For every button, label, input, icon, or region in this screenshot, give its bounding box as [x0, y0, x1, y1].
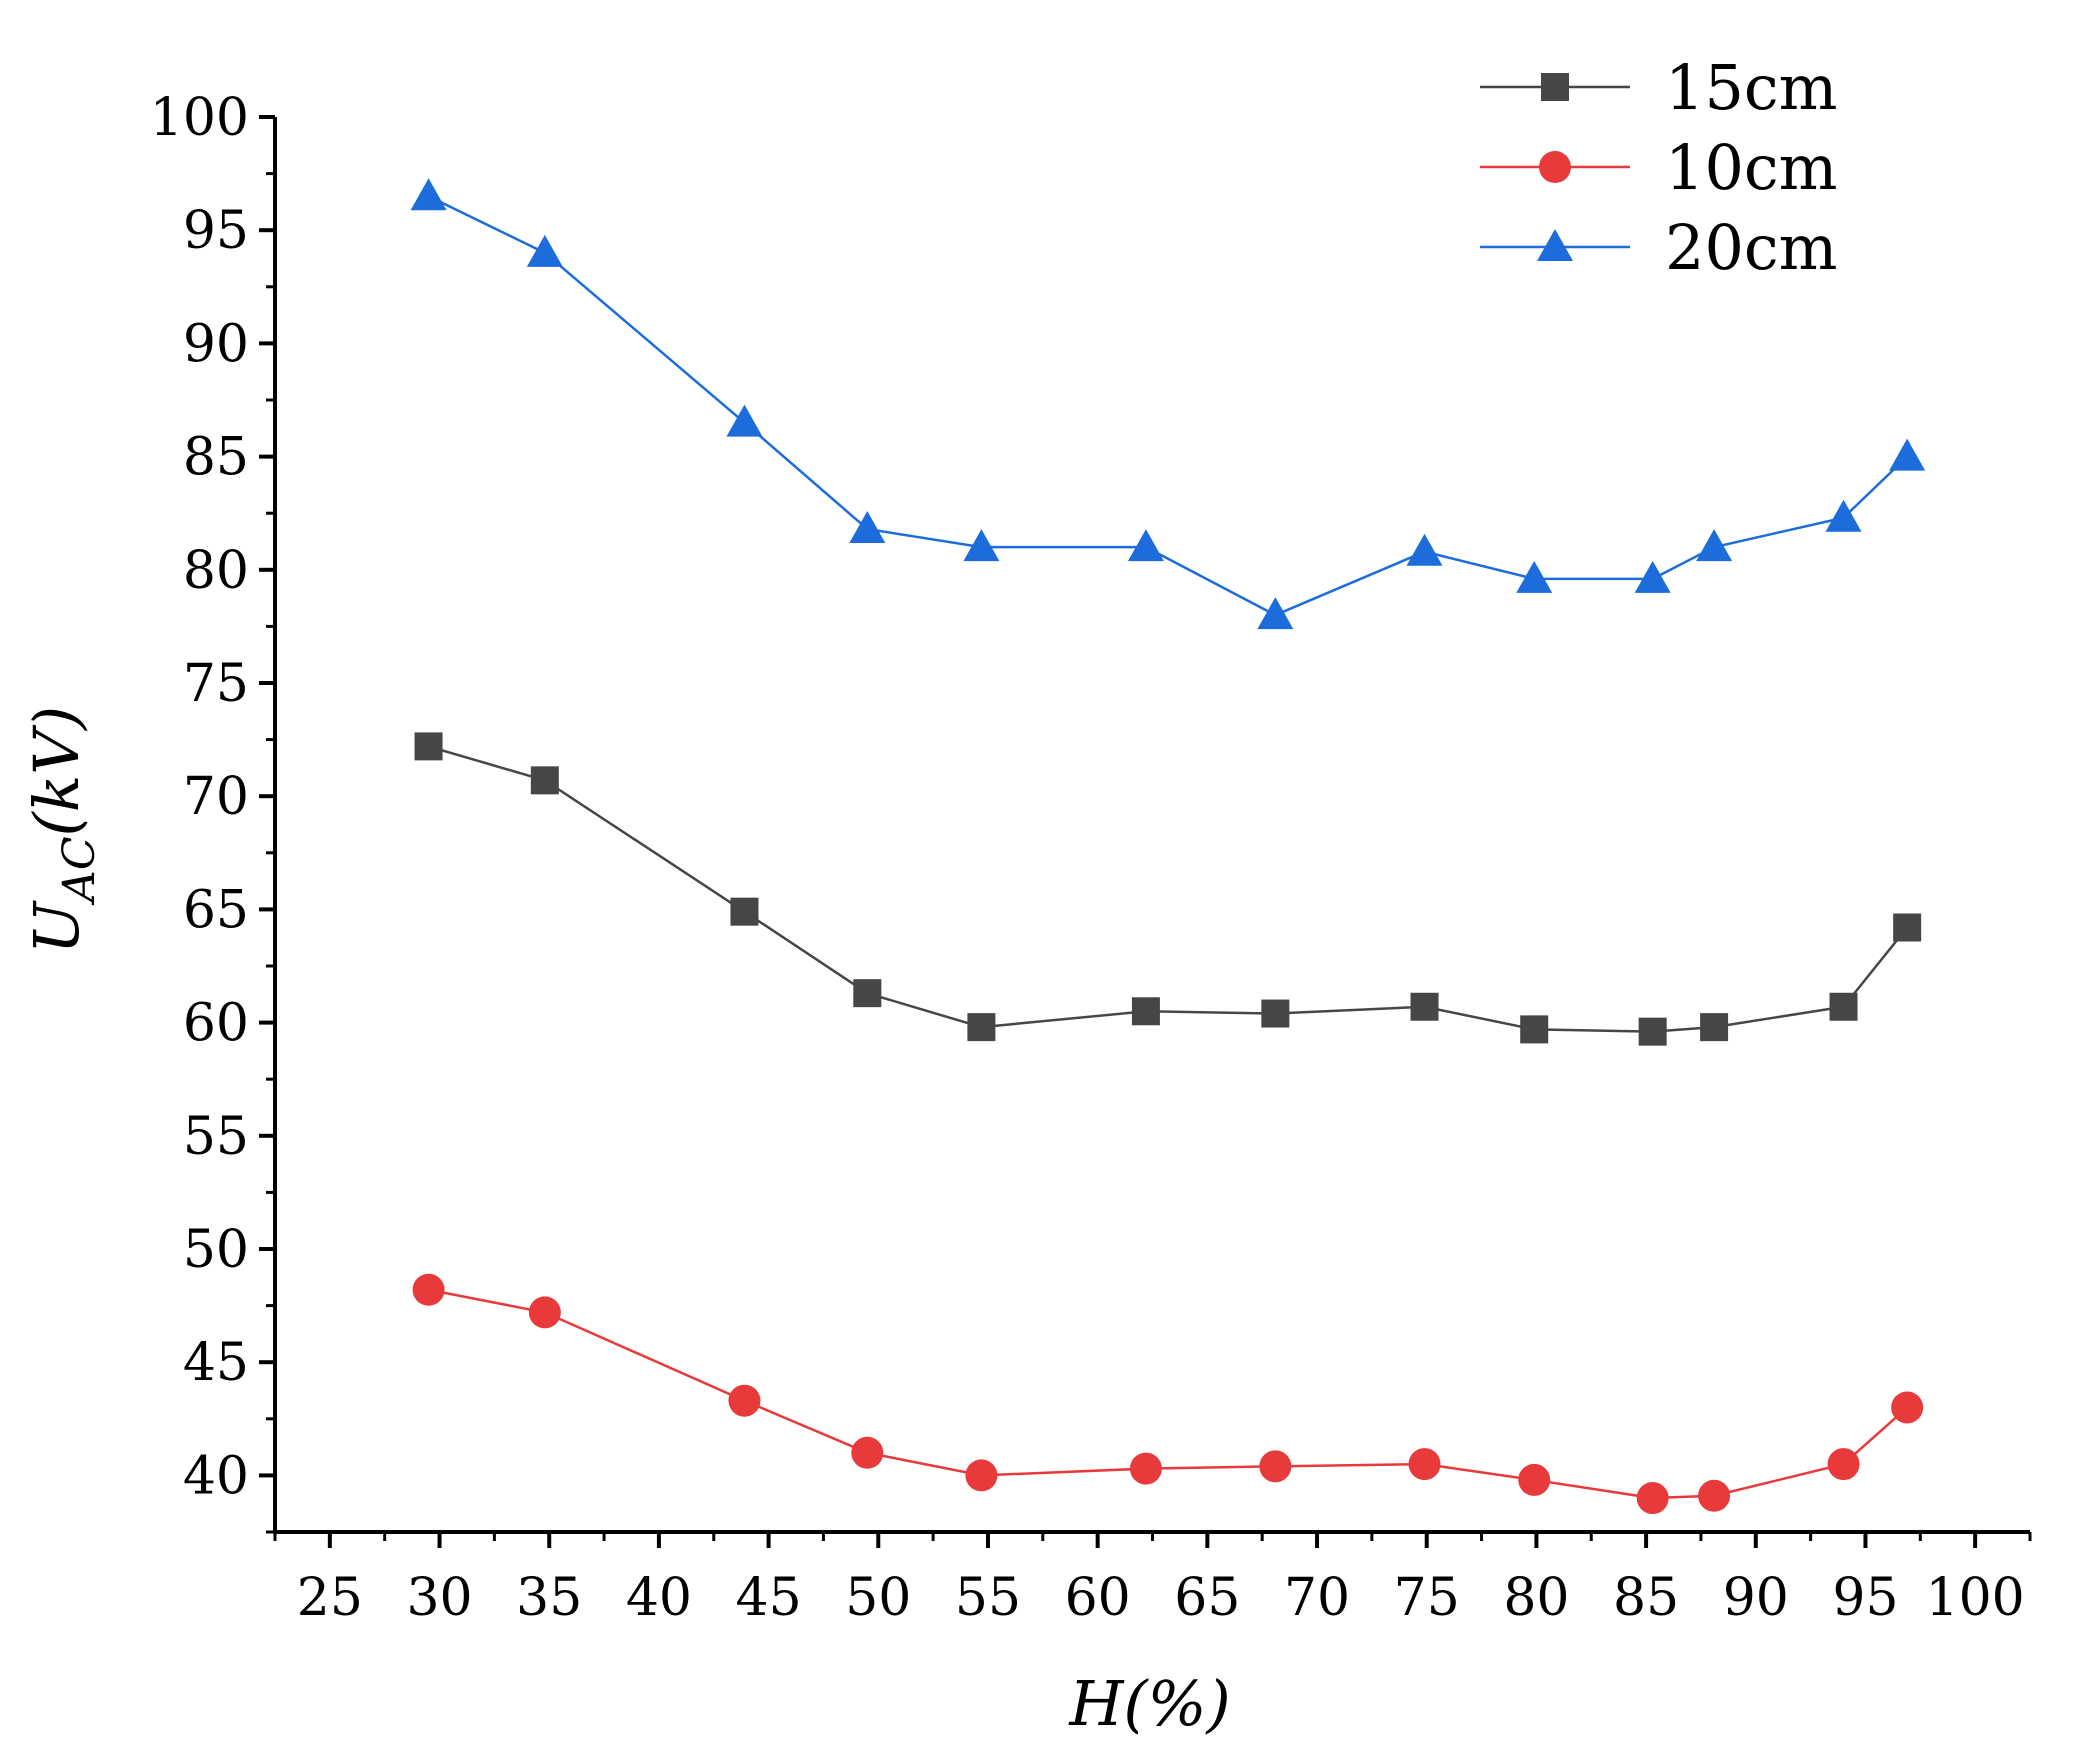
- y-tick-label: 65: [183, 880, 249, 940]
- data-point-20cm: [1889, 438, 1926, 471]
- y-tick-label: 95: [183, 201, 249, 261]
- data-point-15cm: [967, 1013, 996, 1042]
- series-10cm: [412, 1273, 1924, 1515]
- x-tick-label: 95: [1832, 1568, 1898, 1628]
- x-tick-label: 70: [1284, 1568, 1350, 1628]
- x-tick-label: 45: [736, 1568, 802, 1628]
- data-point-15cm: [1829, 992, 1858, 1021]
- data-point-20cm: [963, 529, 1000, 562]
- data-point-15cm: [1893, 913, 1922, 942]
- y-axis-title-unit: (kV): [20, 706, 93, 837]
- data-point-10cm: [1827, 1448, 1860, 1481]
- series-layer: [410, 178, 1926, 1515]
- x-tick-label: 80: [1503, 1568, 1569, 1628]
- legend-marker-10cm: [1539, 151, 1571, 183]
- y-tick-label: 50: [183, 1220, 249, 1280]
- x-tick-label: 75: [1394, 1568, 1460, 1628]
- data-point-20cm: [410, 178, 447, 211]
- x-tick-label: 55: [955, 1568, 1021, 1628]
- legend-marker-15cm: [1541, 73, 1569, 101]
- y-tick-label: 85: [183, 428, 249, 488]
- axes: 40 45 50 55 60 65 70 75 80 85 90 95 100 25 30 35 40 45 50 5…: [150, 88, 2032, 1628]
- data-point-10cm: [1891, 1391, 1924, 1424]
- data-point-10cm: [1698, 1479, 1731, 1512]
- y-axis-title: UAC(kV): [20, 706, 105, 954]
- data-point-15cm: [1638, 1017, 1667, 1046]
- data-point-20cm: [1257, 597, 1294, 630]
- y-tick-label: 90: [183, 314, 249, 374]
- series-line-15cm: [428, 745, 1909, 1033]
- x-tick-label: 65: [1174, 1568, 1240, 1628]
- data-point-20cm: [1516, 560, 1553, 593]
- data-point-15cm: [1700, 1013, 1729, 1042]
- legend-item-10cm: 10cm: [1480, 131, 1837, 204]
- data-point-20cm: [1127, 529, 1164, 562]
- x-tick-label: 85: [1613, 1568, 1679, 1628]
- y-tick-label: 45: [183, 1333, 249, 1393]
- x-tick-label: 100: [1926, 1568, 2025, 1628]
- data-point-20cm: [526, 234, 563, 267]
- svg-text:UAC(kV): UAC(kV): [20, 706, 105, 954]
- legend-item-20cm: 20cm: [1480, 211, 1837, 284]
- data-point-10cm: [1518, 1463, 1551, 1496]
- legend-label: 15cm: [1665, 51, 1837, 124]
- data-point-10cm: [528, 1296, 561, 1329]
- legend-item-15cm: 15cm: [1480, 51, 1837, 124]
- y-tick-label: 60: [183, 994, 249, 1054]
- y-tick-label: 70: [183, 767, 249, 827]
- data-point-15cm: [730, 897, 759, 926]
- data-point-15cm: [1261, 999, 1290, 1028]
- data-point-10cm: [1129, 1452, 1162, 1485]
- data-point-15cm: [414, 732, 443, 761]
- data-point-15cm: [853, 979, 882, 1008]
- y-tick-label: 75: [183, 654, 249, 714]
- x-tick-label: 60: [1065, 1568, 1131, 1628]
- data-point-20cm: [1406, 533, 1443, 566]
- data-point-10cm: [965, 1459, 998, 1492]
- data-point-15cm: [1520, 1015, 1549, 1044]
- series-20cm: [410, 178, 1926, 630]
- y-tick-label: 55: [183, 1107, 249, 1167]
- data-point-10cm: [1636, 1482, 1669, 1515]
- y-axis-title-main: U: [20, 900, 93, 954]
- x-tick-label: 30: [406, 1568, 472, 1628]
- data-point-10cm: [728, 1384, 761, 1417]
- series-line-10cm: [428, 1288, 1908, 1500]
- data-point-20cm: [1825, 499, 1862, 532]
- x-tick-label: 50: [845, 1568, 911, 1628]
- data-point-10cm: [851, 1436, 884, 1469]
- x-tick-label: 35: [516, 1568, 582, 1628]
- data-point-20cm: [849, 511, 886, 544]
- data-point-15cm: [1131, 997, 1160, 1026]
- x-tick-label: 90: [1723, 1568, 1789, 1628]
- data-point-20cm: [1696, 529, 1733, 562]
- x-tick-label: 25: [297, 1568, 363, 1628]
- x-tick-label: 40: [626, 1568, 692, 1628]
- data-point-10cm: [1408, 1448, 1441, 1481]
- x-axis-title: H(%): [1068, 1667, 1230, 1740]
- series-15cm: [414, 732, 1922, 1046]
- y-axis-title-sub: AC: [54, 837, 105, 906]
- data-point-10cm: [1259, 1450, 1292, 1483]
- legend-marker-20cm: [1537, 229, 1573, 261]
- data-point-15cm: [1410, 992, 1439, 1021]
- legend-label: 10cm: [1665, 131, 1837, 204]
- data-point-20cm: [726, 404, 763, 437]
- data-point-15cm: [530, 766, 559, 795]
- y-tick-label: 100: [150, 88, 249, 148]
- legend-label: 20cm: [1665, 211, 1837, 284]
- y-tick-label: 40: [183, 1446, 249, 1506]
- data-point-10cm: [412, 1273, 445, 1306]
- data-point-20cm: [1634, 560, 1671, 593]
- y-tick-label: 80: [183, 541, 249, 601]
